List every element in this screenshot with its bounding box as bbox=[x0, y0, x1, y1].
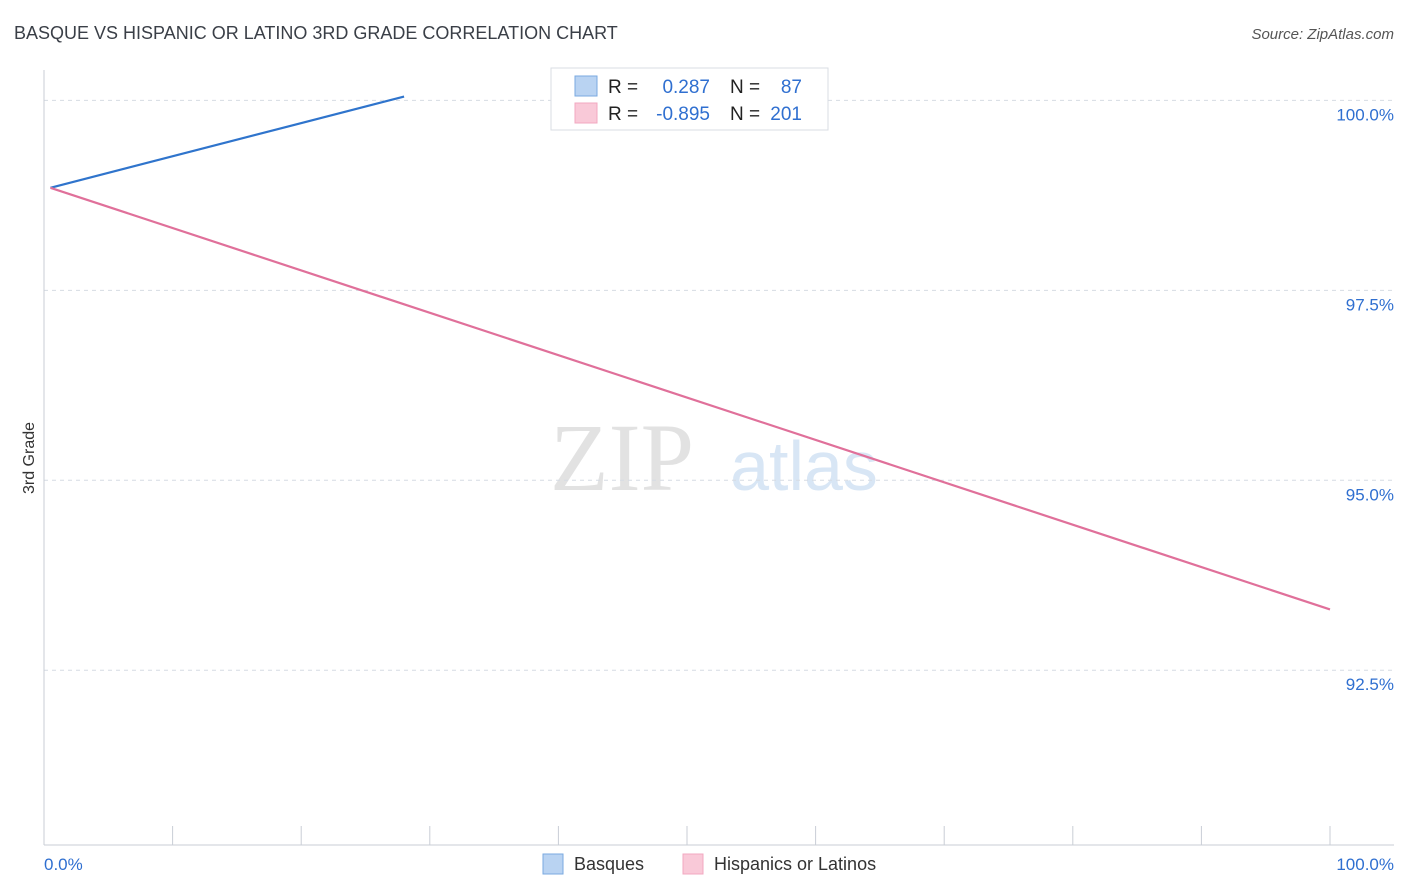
legend-n-label-blue: N = bbox=[730, 77, 760, 98]
watermark-atlas: atlas bbox=[730, 427, 878, 505]
legend-bottom-label-basques: Basques bbox=[574, 854, 644, 874]
axes bbox=[43, 70, 1394, 846]
legend-n-value-pink: 201 bbox=[770, 104, 802, 125]
legend-r-value-pink: -0.895 bbox=[656, 104, 710, 125]
legend-bottom-label-hispanics: Hispanics or Latinos bbox=[714, 854, 876, 874]
legend-bottom-swatch-pink bbox=[682, 853, 704, 875]
y-tick-label-0: 100.0% bbox=[1336, 105, 1394, 124]
legend-swatch-pink bbox=[574, 102, 598, 124]
x-tick-label-max: 100.0% bbox=[1336, 855, 1394, 874]
legend-swatch-blue bbox=[574, 75, 598, 97]
trend-line-basques bbox=[50, 95, 405, 189]
legend-n-label-pink: N = bbox=[730, 104, 760, 125]
legend-bottom-swatch-blue bbox=[542, 853, 564, 875]
trend-line-hispanics bbox=[50, 186, 1331, 611]
y-tick-labels: 100.0% 97.5% 95.0% 92.5% bbox=[1336, 105, 1394, 694]
legend-r-value-blue: 0.287 bbox=[662, 77, 710, 98]
x-ticks bbox=[43, 826, 1331, 845]
chart-source: Source: ZipAtlas.com bbox=[1251, 26, 1394, 43]
legend-box: R = 0.287 N = 87 R = -0.895 N = 201 bbox=[550, 67, 829, 131]
y-tick-label-1: 97.5% bbox=[1346, 295, 1394, 314]
x-tick-label-min: 0.0% bbox=[44, 855, 83, 874]
legend-bottom: Basques Hispanics or Latinos bbox=[542, 853, 876, 875]
y-axis-label: 3rd Grade bbox=[21, 422, 38, 494]
watermark: ZIP atlas bbox=[550, 404, 878, 511]
y-tick-label-3: 92.5% bbox=[1346, 675, 1394, 694]
watermark-zip: ZIP bbox=[550, 404, 694, 511]
legend-n-value-blue: 87 bbox=[781, 77, 802, 98]
legend-r-label-blue: R = bbox=[608, 77, 638, 98]
y-tick-label-2: 95.0% bbox=[1346, 485, 1394, 504]
trend-lines bbox=[50, 95, 1331, 611]
legend-r-label-pink: R = bbox=[608, 104, 638, 125]
grid bbox=[44, 99, 1394, 671]
chart-title: BASQUE VS HISPANIC OR LATINO 3RD GRADE C… bbox=[14, 23, 618, 43]
